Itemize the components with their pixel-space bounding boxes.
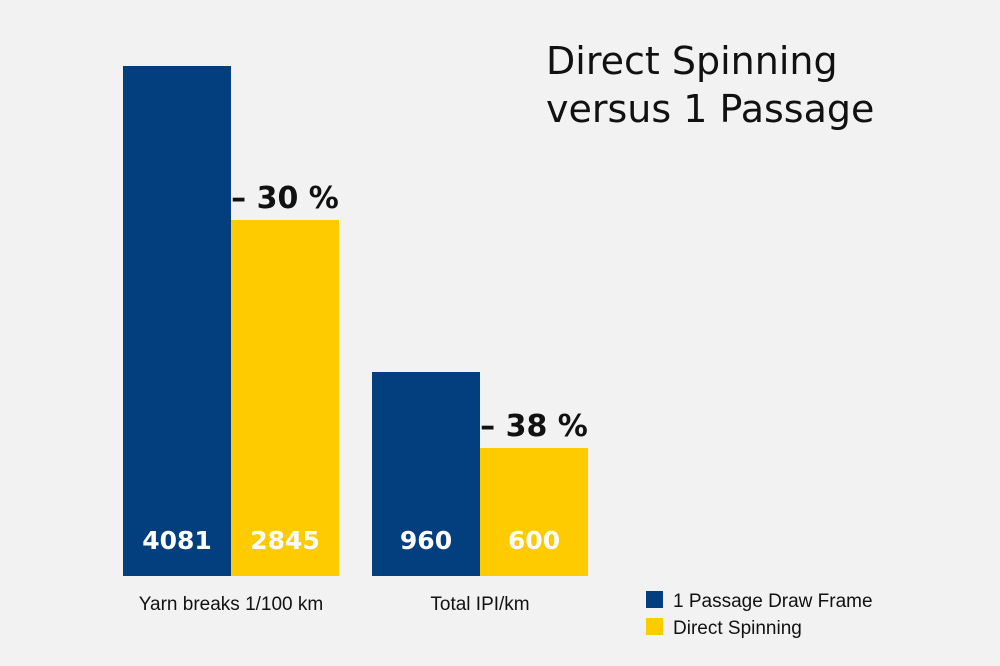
bar-value-label: 600 <box>508 526 560 555</box>
category-label: Total IPI/km <box>430 594 529 615</box>
bar-direct-1 <box>480 448 588 576</box>
legend-label-direct-spinning: Direct Spinning <box>673 618 802 639</box>
labels-group: 4081 2845 – 30 % Yarn breaks 1/100 km 960 600… <box>139 181 588 615</box>
bar-value-label: 4081 <box>142 526 212 555</box>
chart-title-line-1: Direct Spinning <box>546 39 838 83</box>
legend-swatch-1-passage <box>646 591 663 608</box>
category-label: Yarn breaks 1/100 km <box>139 594 323 615</box>
legend: 1 Passage Draw Frame Direct Spinning <box>646 591 873 639</box>
bar-value-label: 2845 <box>250 526 320 555</box>
delta-label: – 30 % <box>231 181 339 216</box>
bars-group <box>123 66 588 576</box>
legend-label-1-passage: 1 Passage Draw Frame <box>673 591 873 612</box>
delta-label: – 38 % <box>480 409 588 444</box>
chart-title-line-2: versus 1 Passage <box>546 87 874 131</box>
bar-direct-0 <box>231 220 339 576</box>
legend-swatch-direct-spinning <box>646 618 663 635</box>
bar-passage-0 <box>123 66 231 576</box>
bar-value-label: 960 <box>400 526 452 555</box>
bar-passage-1 <box>372 372 480 576</box>
